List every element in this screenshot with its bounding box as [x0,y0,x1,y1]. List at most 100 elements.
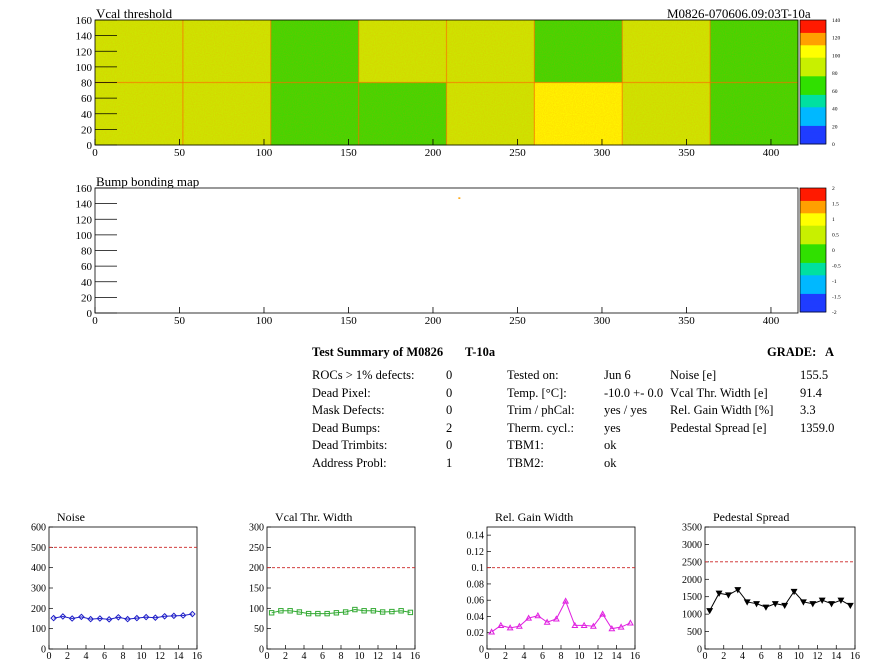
x-tick-label: 150 [340,147,357,159]
result-value: 155.5 [800,368,829,382]
y-tick-label: 0 [87,140,93,152]
x-tick-label: 10 [137,651,147,662]
x-tick-label: 6 [540,651,545,662]
palette-band [800,51,826,58]
palette-band [800,305,826,313]
palette-band [800,69,826,77]
palette-band [800,243,826,251]
x-tick-label: 100 [256,147,273,159]
roc-cell-texture [270,82,359,145]
palette-band [800,106,826,114]
palette-band [800,57,826,64]
data-marker [398,608,404,614]
x-tick-label: 14 [174,651,184,662]
y-tick-label: 400 [31,563,46,574]
data-marker [724,592,732,599]
x-tick-label: 400 [763,315,780,327]
y-tick-label: 0.12 [467,547,485,558]
y-tick-label: 3500 [682,523,702,534]
data-marker [268,610,275,616]
y-tick-label: 120 [76,214,93,226]
roc-cell-texture [534,20,623,83]
palette-band [800,219,826,226]
data-marker [379,609,386,615]
x-tick-label: 50 [174,315,186,327]
x-tick-label: 2 [721,651,726,662]
data-marker [771,601,779,608]
palette-tick-label: 2 [832,186,835,192]
plot-title: Pedestal Spread [713,510,789,524]
y-tick-label: 200 [249,563,264,574]
y-tick-label: 60 [81,261,93,273]
palette-band [800,256,826,263]
data-marker [152,614,159,621]
x-tick-label: 16 [410,651,420,662]
y-tick-label: 20 [81,124,93,136]
palette-band [800,194,826,201]
y-tick-label: 160 [76,183,93,195]
data-marker [352,606,358,613]
condition-value: yes [604,420,621,435]
palette-band [800,188,826,195]
data-marker [617,623,625,630]
bump-bonding-title: Bump bonding map [96,174,200,189]
palette-band [800,88,826,95]
data-marker [790,588,798,596]
x-tick-label: 300 [594,315,611,327]
data-marker [278,608,284,614]
y-tick-label: 0 [259,645,264,656]
defect-value: 2 [446,420,453,435]
y-tick-label: 0 [697,645,702,656]
result-value: 91.4 [800,385,822,400]
module-id-label: M0826-070606.09:03T-10a [667,6,811,21]
data-marker [87,615,94,623]
data-marker [706,608,714,615]
palette-band [800,231,826,239]
palette-band [800,63,826,71]
summary-test-id: T-10a [465,345,496,359]
data-marker [734,587,742,594]
palette-frame [799,187,827,313]
palette-band [800,293,826,301]
palette-band [800,262,826,270]
data-marker [571,621,579,628]
x-tick-label: 4 [84,651,89,662]
x-tick-label: 10 [575,651,585,662]
dead-bump-point [458,197,461,199]
x-tick-label: 6 [102,651,107,662]
y-tick-label: 100 [76,230,93,242]
roc-cell-texture [622,20,711,83]
data-marker [488,628,496,635]
x-tick-label: 12 [155,651,165,662]
palette-band [800,94,826,102]
x-tick-label: 250 [509,147,526,159]
x-tick-label: 16 [850,651,860,662]
data-marker [361,608,367,614]
plot-frame [94,187,799,314]
palette-tick-label: 20 [832,124,838,130]
defect-label: Dead Bumps: [312,420,381,435]
result-label: Pedestal Spread [e] [670,420,767,435]
y-tick-label: 0.14 [467,531,485,542]
x-tick-label: 0 [265,651,270,662]
data-marker [78,613,85,621]
palette-tick-label: 0.5 [832,233,839,239]
y-tick-label: 0.04 [467,612,485,623]
data-marker [68,615,76,622]
y-tick-label: 600 [31,523,46,534]
data-marker [781,602,789,610]
y-tick-label: 140 [76,199,93,211]
data-marker [305,610,312,617]
palette-band [800,212,826,220]
data-marker [608,625,616,632]
defect-label: ROCs > 1% defects: [312,368,415,382]
bump-bonding-map: 0 50 100 150 200 250 300 350 4000204060801001201… [76,183,841,327]
condition-label: Temp. [°C]: [507,385,567,400]
data-marker [626,619,634,626]
data-marker [809,601,817,608]
defect-label: Dead Pixel: [312,385,371,400]
roc-cell-texture [534,82,623,145]
x-tick-label: 0 [703,651,708,662]
roc-plot-4: Pedestal Spread 0 2 4 6 8 10 12 14 16 0 500 1000 1500… [682,510,860,662]
